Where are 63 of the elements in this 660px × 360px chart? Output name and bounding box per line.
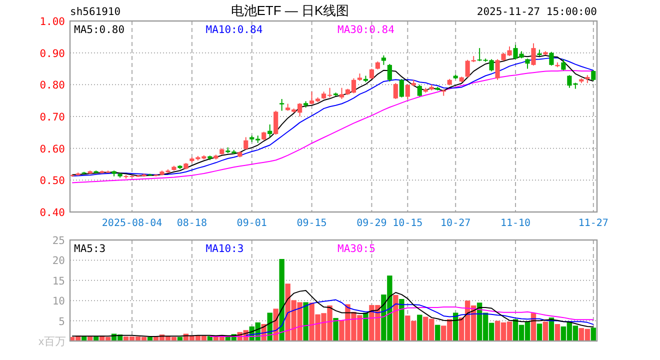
x-tick-label: 09-01 [236, 218, 267, 229]
y-tick-label: 1.00 [40, 16, 65, 28]
text: sh561910 [70, 6, 121, 18]
candlestick [339, 87, 344, 100]
y-tick-label: 25 [52, 235, 65, 247]
candlestick [495, 58, 500, 80]
y-tick-label: 10 [52, 296, 65, 308]
x-tick-label: 09-29 [356, 218, 387, 229]
x-tick-label: 10-27 [440, 218, 471, 229]
candlestick [417, 84, 422, 97]
candlestick [393, 82, 398, 100]
text: MA30:0.84 [338, 24, 394, 36]
bar [435, 324, 440, 341]
line-series [245, 299, 594, 336]
text: MA10:3 [206, 243, 244, 255]
chart-title: 电池ETF — 日K线图 [230, 3, 350, 18]
bar [590, 328, 596, 341]
candlestick [369, 68, 374, 80]
candlestick [244, 136, 248, 150]
y-tick-label: 0.70 [40, 112, 65, 124]
candlestick [399, 78, 404, 98]
candlestick [591, 70, 596, 82]
bar [554, 324, 560, 341]
candlestick [274, 110, 278, 136]
bar [303, 302, 308, 341]
bar [393, 294, 398, 341]
x-tick-label: 2025-08-04 [102, 218, 162, 229]
candlestick [381, 54, 386, 66]
y-tick-label: 0.40 [40, 207, 65, 219]
bar [399, 298, 404, 341]
y-tick-label: 0.60 [40, 143, 65, 156]
text: MA10:0.84 [206, 24, 263, 36]
x-tick-label: 10-15 [392, 218, 423, 229]
y-tick-label: 0.50 [40, 175, 65, 188]
bar [542, 322, 548, 341]
x-tick-label: 09-15 [296, 218, 327, 229]
candlestick [280, 98, 284, 112]
bar [363, 312, 368, 341]
y-axis-title: x百万 [38, 336, 66, 348]
candlestick [549, 51, 554, 66]
x-tick-label: 11-10 [500, 218, 531, 229]
text: MA5:0.80 [74, 24, 125, 36]
bar [279, 258, 284, 341]
x-tick-label: 11-27 [578, 218, 608, 229]
candlestick [561, 58, 566, 71]
candlestick [268, 124, 272, 138]
y-tick-label: 0.80 [40, 80, 65, 92]
bar [333, 318, 338, 341]
bar [536, 324, 542, 341]
bar [417, 314, 422, 341]
line-series [209, 306, 594, 338]
y-tick-label: 0.90 [40, 48, 65, 60]
text: MA5:3 [74, 243, 106, 255]
text: MA30:5 [338, 243, 376, 255]
text: 2025-11-27 15:00:00 [476, 6, 597, 18]
candlestick [387, 63, 392, 82]
y-tick-label: 20 [52, 255, 65, 268]
x-tick-label: 08-18 [176, 218, 207, 229]
candlestick [531, 42, 536, 66]
y-tick-label: 15 [52, 275, 65, 288]
y-tick-label: 5 [58, 316, 65, 328]
candlestick [525, 58, 530, 70]
line-series [72, 290, 594, 338]
